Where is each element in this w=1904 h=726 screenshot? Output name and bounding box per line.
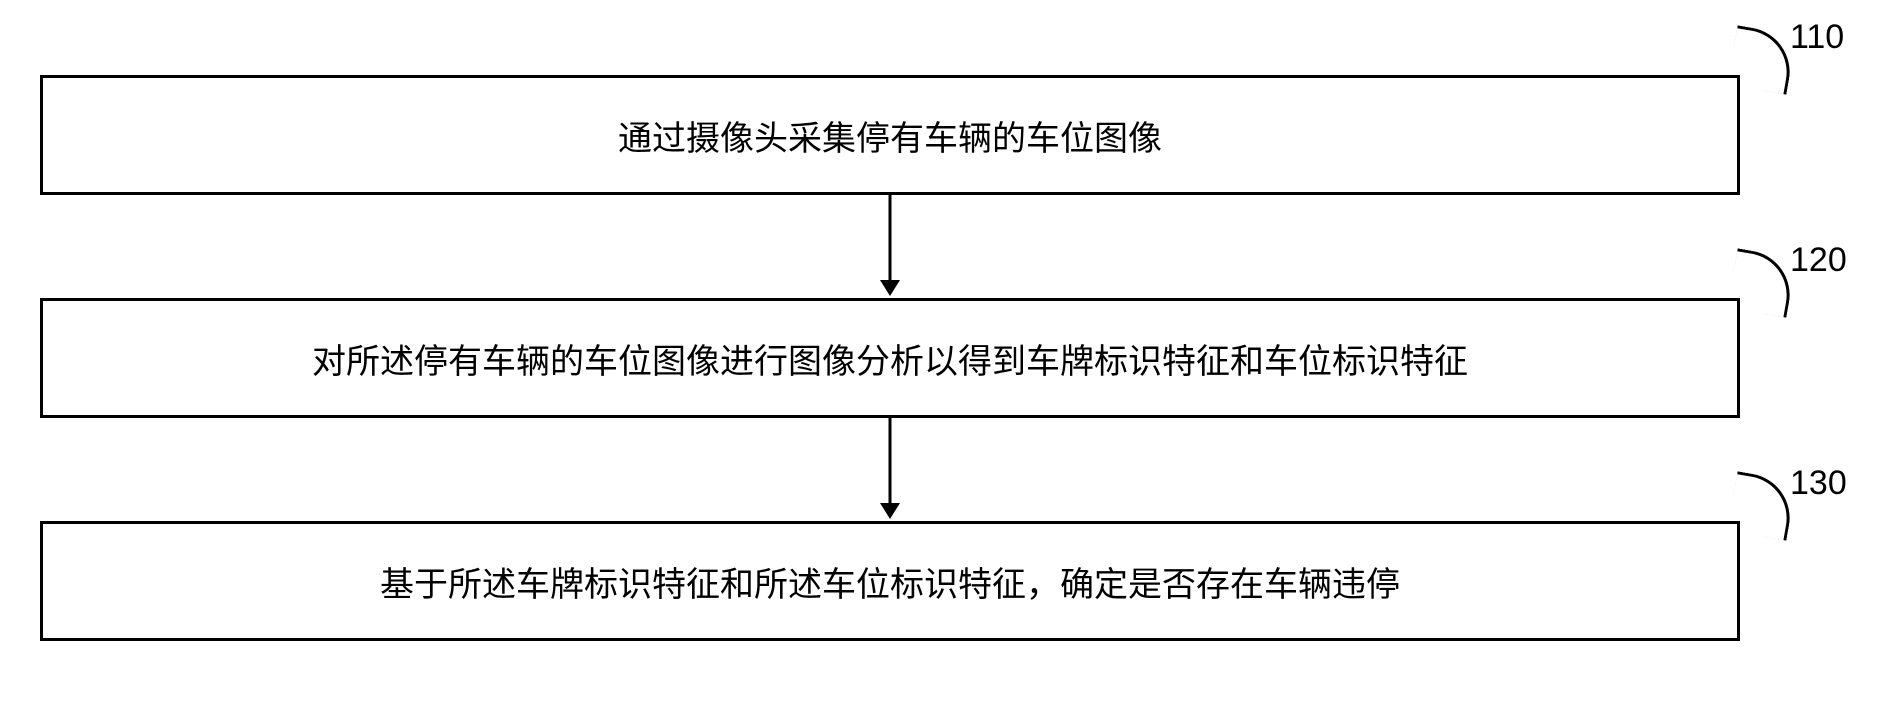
- arrow-head-2: [880, 503, 900, 519]
- step-text-120: 对所述停有车辆的车位图像进行图像分析以得到车牌标识特征和车位标识特征: [312, 334, 1468, 383]
- step-label-110: 110: [1790, 18, 1844, 57]
- callout-curve-120: [1727, 248, 1797, 318]
- step-box-120: 对所述停有车辆的车位图像进行图像分析以得到车牌标识特征和车位标识特征: [40, 298, 1740, 418]
- step-text-110: 通过摄像头采集停有车辆的车位图像: [618, 111, 1162, 160]
- step-label-130: 130: [1790, 464, 1847, 503]
- arrow-line-1: [889, 195, 892, 280]
- callout-curve-130: [1727, 471, 1797, 541]
- callout-curve-110: [1727, 25, 1797, 95]
- arrow-line-2: [889, 418, 892, 503]
- step-text-130: 基于所述车牌标识特征和所述车位标识特征，确定是否存在车辆违停: [380, 557, 1400, 606]
- step-box-110: 通过摄像头采集停有车辆的车位图像: [40, 75, 1740, 195]
- step-label-120: 120: [1790, 241, 1847, 280]
- arrow-head-1: [880, 280, 900, 296]
- flowchart-canvas: 通过摄像头采集停有车辆的车位图像 110 对所述停有车辆的车位图像进行图像分析以…: [0, 0, 1904, 726]
- step-box-130: 基于所述车牌标识特征和所述车位标识特征，确定是否存在车辆违停: [40, 521, 1740, 641]
